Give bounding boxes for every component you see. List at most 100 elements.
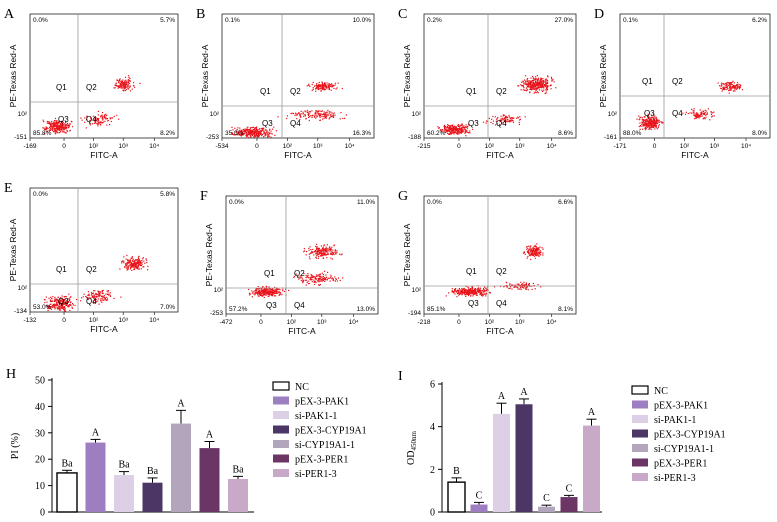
legend-label: NC bbox=[295, 382, 309, 393]
x-tick-label: 0 bbox=[255, 143, 259, 150]
quadrant-q4-percent: 8.6% bbox=[558, 130, 573, 137]
bar-pEX-3-PAK1 bbox=[85, 442, 106, 512]
x-tick-label: 10⁴ bbox=[741, 143, 751, 150]
plot-frame bbox=[423, 13, 577, 139]
quadrant-label-q1: Q1 bbox=[466, 267, 477, 276]
y-tick-label: 0 bbox=[430, 508, 435, 519]
quadrant-label-q1: Q1 bbox=[56, 265, 67, 274]
quadrant-q1-percent: 0.1% bbox=[225, 17, 240, 24]
x-axis-title: FITC-A bbox=[486, 150, 514, 160]
quadrant-label-q1: Q1 bbox=[260, 87, 271, 96]
legend-swatch bbox=[273, 440, 289, 448]
y-tick-label: 10 bbox=[35, 481, 45, 492]
x-tick-label: 0 bbox=[457, 143, 461, 150]
significance-label: C bbox=[566, 483, 573, 494]
significance-label: Ba bbox=[147, 466, 159, 477]
significance-label: A bbox=[588, 407, 596, 418]
quadrant-q2-percent: 27.0% bbox=[555, 17, 574, 24]
y-tick-label: 0 bbox=[40, 508, 45, 519]
bar-si-PER1-3 bbox=[583, 425, 600, 512]
quadrant-q3-percent: 35.0% bbox=[225, 130, 244, 137]
flow-panel-F: F 0.0% 11.0% 57.2% 13.0% Q1 Q2 Q3 Q4 -472 0 10² 10³ 1… bbox=[200, 189, 379, 336]
y-tick-label: 10² bbox=[18, 111, 28, 118]
quadrant-label-q4: Q4 bbox=[290, 119, 301, 128]
flow-panel-A: A 0.0% 5.7% 85.8% 8.2% Q1 Q2 Q3 Q4 -169 0 10² 10³ 10⁴… bbox=[4, 7, 179, 160]
quadrant-q4-percent: 8.2% bbox=[160, 130, 175, 137]
panel-letter: E bbox=[4, 181, 13, 196]
legend-swatch bbox=[273, 396, 289, 405]
quadrant-q2-percent: 6.2% bbox=[752, 17, 767, 24]
legend-swatch bbox=[272, 381, 290, 391]
x-tick-label: 10⁴ bbox=[547, 143, 557, 150]
significance-label: A bbox=[206, 430, 214, 441]
y-axis-title: PE-Texas Red-A bbox=[200, 44, 210, 107]
y-min-label: -253 bbox=[210, 310, 223, 317]
bar-chart-I: I 0 2 4 6 OD450nm B C A A C C A NC pEX-3-PAK1 si-PAK1-1… bbox=[398, 369, 726, 519]
quadrant-q1-percent: 0.2% bbox=[427, 17, 442, 24]
significance-label: Ba bbox=[232, 464, 244, 475]
quadrant-q4-percent: 8.0% bbox=[752, 130, 767, 137]
quadrant-label-q1: Q1 bbox=[264, 269, 275, 278]
quadrant-q3-percent: 57.2% bbox=[229, 306, 248, 313]
x-tick-label: 10⁴ bbox=[345, 143, 355, 150]
panel-letter: D bbox=[594, 7, 604, 22]
legend-swatch bbox=[632, 473, 648, 481]
x-tick-label: 10³ bbox=[313, 143, 323, 150]
quadrant-label-q4: Q4 bbox=[496, 119, 507, 128]
panel-letter: I bbox=[398, 369, 403, 384]
x-tick-label: 10⁴ bbox=[349, 319, 359, 326]
quadrant-q2-percent: 11.0% bbox=[357, 199, 375, 206]
x-tick-label: 0 bbox=[62, 143, 66, 150]
y-tick-label: 10² bbox=[210, 111, 220, 118]
quadrant-label-q4: Q4 bbox=[86, 297, 97, 306]
plot-frame bbox=[423, 195, 577, 315]
legend-label: si-PER1-3 bbox=[295, 469, 337, 480]
quadrant-label-q4: Q4 bbox=[294, 301, 305, 310]
quadrant-q1-percent: 0.0% bbox=[229, 199, 244, 206]
panel-letter: G bbox=[398, 189, 408, 204]
x-axis-title: FITC-A bbox=[288, 326, 316, 336]
bar-NC bbox=[447, 481, 466, 513]
significance-label: A bbox=[177, 398, 185, 409]
x-tick-label: 10² bbox=[680, 143, 690, 150]
bar-si-PER1-3 bbox=[228, 479, 248, 512]
x-tick-label: 10³ bbox=[119, 143, 129, 150]
legend: NC pEX-3-PAK1 si-PAK1-1 pEX-3-CYP19A1 si-CYP… bbox=[272, 381, 367, 480]
legend-label: si-PER1-3 bbox=[654, 473, 696, 484]
event-dots bbox=[636, 80, 743, 131]
quadrant-q3-percent: 60.2% bbox=[427, 130, 446, 137]
y-tick-label: 20 bbox=[35, 455, 45, 466]
x-tick-label: 10³ bbox=[317, 319, 327, 326]
significance-label: A bbox=[498, 391, 506, 402]
x-tick-label: 10² bbox=[485, 319, 495, 326]
x-tick-label: -132 bbox=[23, 317, 36, 324]
legend-label: pEX-3-PER1 bbox=[654, 459, 707, 470]
quadrant-q1-percent: 0.1% bbox=[623, 17, 638, 24]
x-tick-label: 10⁴ bbox=[149, 143, 159, 150]
panel-letter: B bbox=[196, 7, 205, 22]
quadrant-label-q1: Q1 bbox=[642, 77, 653, 86]
event-dots bbox=[43, 254, 149, 312]
x-tick-label: 10² bbox=[89, 143, 99, 150]
legend: NC pEX-3-PAK1 si-PAK1-1 pEX-3-CYP19A1 si-CYP… bbox=[631, 385, 726, 484]
legend-swatch bbox=[273, 454, 289, 463]
legend-label: si-CYP19A1-1 bbox=[295, 440, 355, 451]
x-tick-label: 10³ bbox=[710, 143, 720, 150]
y-axis-title: PE-Texas Red-A bbox=[598, 44, 608, 107]
x-tick-label: 10⁴ bbox=[547, 319, 557, 326]
bar-pEX-3-PER1 bbox=[560, 497, 578, 512]
significance-label: C bbox=[543, 493, 550, 504]
quadrant-q3-percent: 88.0% bbox=[623, 130, 642, 137]
quadrant-label-q2: Q2 bbox=[86, 265, 97, 274]
x-tick-label: -534 bbox=[215, 143, 228, 150]
bar-pEX-3-CYP19A1 bbox=[142, 482, 163, 512]
quadrant-q3-percent: 85.8% bbox=[33, 130, 52, 137]
bar-pEX-3-CYP19A1 bbox=[515, 404, 533, 512]
y-min-label: -194 bbox=[408, 310, 421, 317]
quadrant-q1-percent: 0.0% bbox=[33, 191, 48, 198]
legend-swatch bbox=[632, 415, 648, 423]
quadrant-q4-percent: 16.3% bbox=[353, 130, 372, 137]
x-axis-title: FITC-A bbox=[486, 326, 514, 336]
legend-label: pEX-3-CYP19A1 bbox=[654, 430, 726, 441]
x-axis-title: FITC-A bbox=[90, 324, 118, 334]
